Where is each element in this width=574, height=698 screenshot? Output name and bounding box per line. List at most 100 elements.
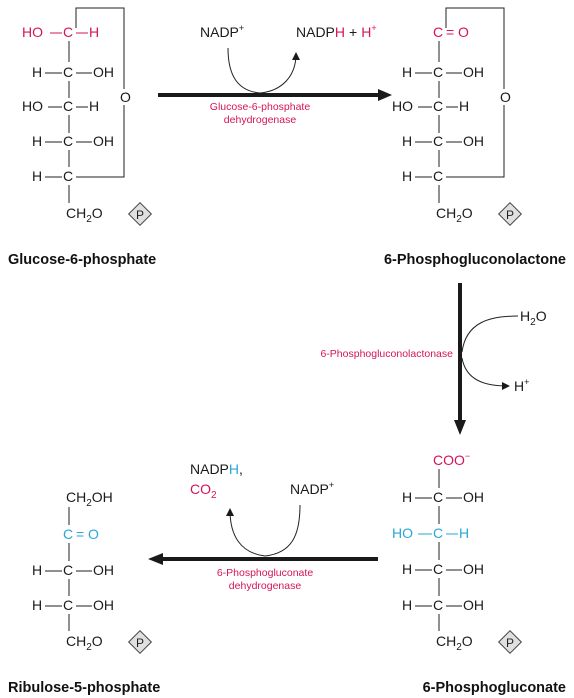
- pg-c5-oh: OH: [463, 597, 484, 613]
- g6p-c4-oh: OH: [93, 133, 114, 149]
- phosphate-diamond-icon: [497, 201, 523, 227]
- g6p-c5-c: C: [63, 168, 73, 184]
- ring-bond-lower: [446, 105, 505, 178]
- nadp-plus-in: NADP+: [290, 480, 334, 497]
- pg-coo: COO−: [433, 451, 470, 468]
- pgl-c5-h: H: [402, 168, 412, 184]
- reaction-2: H2O H+ 6-Phosphogluconolactonase: [320, 283, 547, 435]
- ru5p-c2-double-bond: =: [76, 526, 84, 542]
- g6p-c1-h: H: [89, 24, 99, 40]
- ribulose-5-phosphate-label: Ribulose-5-phosphate: [8, 680, 160, 696]
- reaction-3: NADPH, CO2 NADP+ 6-Phosphogluconate dehy…: [148, 461, 378, 592]
- ru5p-c3-c: C: [63, 562, 73, 578]
- g6p-c3-ho: HO: [22, 98, 43, 114]
- pg-c3-h: H: [459, 525, 469, 541]
- g6p-c3-h: H: [89, 98, 99, 114]
- 6-phosphogluconolactone-label: 6-Phosphogluconolactone: [384, 252, 566, 268]
- ru5p-c4-oh: OH: [93, 597, 114, 613]
- pgl-c3-ho: HO: [392, 98, 413, 114]
- pg-c4-oh: OH: [463, 561, 484, 577]
- g6p-ch2o: CH2O: [66, 205, 103, 225]
- phosphate-label: P: [506, 636, 514, 650]
- g6p-c1-c: C: [63, 24, 73, 40]
- phosphate-label: P: [136, 636, 144, 650]
- enzyme-6pgd-line2: dehydrogenase: [229, 580, 302, 592]
- arrowhead-icon: [148, 553, 163, 565]
- water-in-curve: [461, 315, 519, 353]
- phosphate-label: P: [506, 208, 514, 222]
- pg-c4-c: C: [433, 561, 443, 577]
- pg-c2-h: H: [402, 489, 412, 505]
- ru5p-ch2oh: CH2OH: [66, 489, 113, 509]
- enzyme-g6pd-line2: dehydrogenase: [224, 114, 297, 126]
- g6p-c5-h: H: [32, 168, 42, 184]
- pgl-c3-c: C: [433, 98, 443, 114]
- ring-bond-lower: [76, 105, 125, 178]
- phosphate-diamond-icon: [127, 629, 153, 655]
- pg-c3-c: C: [433, 525, 443, 541]
- pgl-c1-o: O: [458, 24, 469, 40]
- proton-product: H+: [514, 377, 529, 394]
- pgl-c1-c: C: [433, 24, 443, 40]
- reaction-1: NADP+ NADPH + H+ Glucose-6-phosphate dehyd…: [158, 23, 392, 126]
- nadph-out: NADPH + H+: [296, 23, 377, 40]
- g6p-c1-ho: HO: [22, 24, 43, 40]
- proton-out-curved-arrow: [461, 357, 510, 390]
- co2-product: CO2: [190, 481, 217, 501]
- enzyme-g6pd-line1: Glucose-6-phosphate: [210, 101, 311, 113]
- arrowhead-icon: [454, 420, 466, 435]
- ribulose-5-phosphate-structure: CH2OH C = O H C OH H C OH CH2O P: [32, 489, 153, 655]
- enzyme-lactonase: 6-Phosphogluconolactonase: [320, 348, 453, 360]
- ring-bond-upper: [75, 7, 125, 89]
- water-reactant: H2O: [520, 308, 547, 328]
- pgl-c2-oh: OH: [463, 64, 484, 80]
- ru5p-c4-c: C: [63, 597, 73, 613]
- phosphate-diamond-icon: [497, 629, 523, 655]
- pg-c5-c: C: [433, 597, 443, 613]
- pgl-c3-h: H: [459, 98, 469, 114]
- ru5p-c4-h: H: [32, 597, 42, 613]
- g6p-c2-h: H: [32, 64, 42, 80]
- ru5p-ch2o: CH2O: [66, 633, 103, 653]
- pg-c4-h: H: [402, 561, 412, 577]
- ru5p-c2-c: C: [63, 526, 73, 542]
- arrowhead-icon: [378, 89, 392, 101]
- enzyme-6pgd-line1: 6-Phosphogluconate: [217, 567, 313, 579]
- g6p-c2-c: C: [63, 64, 73, 80]
- glucose-6-phosphate-label: Glucose-6-phosphate: [8, 252, 156, 268]
- phosphate-diamond-icon: [127, 201, 153, 227]
- pgl-c1-double-bond: =: [446, 24, 454, 40]
- pgl-ch2o: CH2O: [436, 205, 473, 225]
- 6-phosphogluconate-label: 6-Phosphogluconate: [423, 680, 566, 696]
- ru5p-c3-h: H: [32, 562, 42, 578]
- phosphate-label: P: [136, 208, 144, 222]
- glucose-6-phosphate-structure: HO C H H C OH HO C H H C OH H C O: [22, 7, 153, 227]
- nadp-plus-in: NADP+: [200, 23, 244, 40]
- cofactor-curved-arrow: [226, 504, 301, 557]
- g6p-ring-oxygen: O: [120, 89, 131, 105]
- pg-c3-ho: HO: [392, 525, 413, 541]
- ru5p-c2-o: O: [88, 526, 99, 542]
- pg-c2-oh: OH: [463, 489, 484, 505]
- cofactor-curved-arrow: [227, 47, 300, 94]
- nadph-product: NADPH,: [190, 461, 243, 477]
- g6p-c3-c: C: [63, 98, 73, 114]
- 6-phosphogluconate-structure: COO− H C OH HO C H H C OH H C OH CH2O P: [392, 451, 523, 655]
- pgl-c4-oh: OH: [463, 133, 484, 149]
- pgl-ring-oxygen: O: [500, 89, 511, 105]
- pgl-c5-c: C: [433, 168, 443, 184]
- pgl-c4-h: H: [402, 133, 412, 149]
- pg-c2-c: C: [433, 489, 443, 505]
- g6p-c4-h: H: [32, 133, 42, 149]
- 6-phosphogluconolactone-structure: C = O H C OH HO C H H C OH H C O CH2O: [392, 7, 523, 227]
- pg-c5-h: H: [402, 597, 412, 613]
- g6p-c2-oh: OH: [93, 64, 114, 80]
- g6p-c4-c: C: [63, 133, 73, 149]
- ru5p-c3-oh: OH: [93, 562, 114, 578]
- ring-bond-upper: [445, 7, 505, 89]
- pgl-c2-c: C: [433, 64, 443, 80]
- pgl-c4-c: C: [433, 133, 443, 149]
- pg-ch2o: CH2O: [436, 633, 473, 653]
- pgl-c2-h: H: [402, 64, 412, 80]
